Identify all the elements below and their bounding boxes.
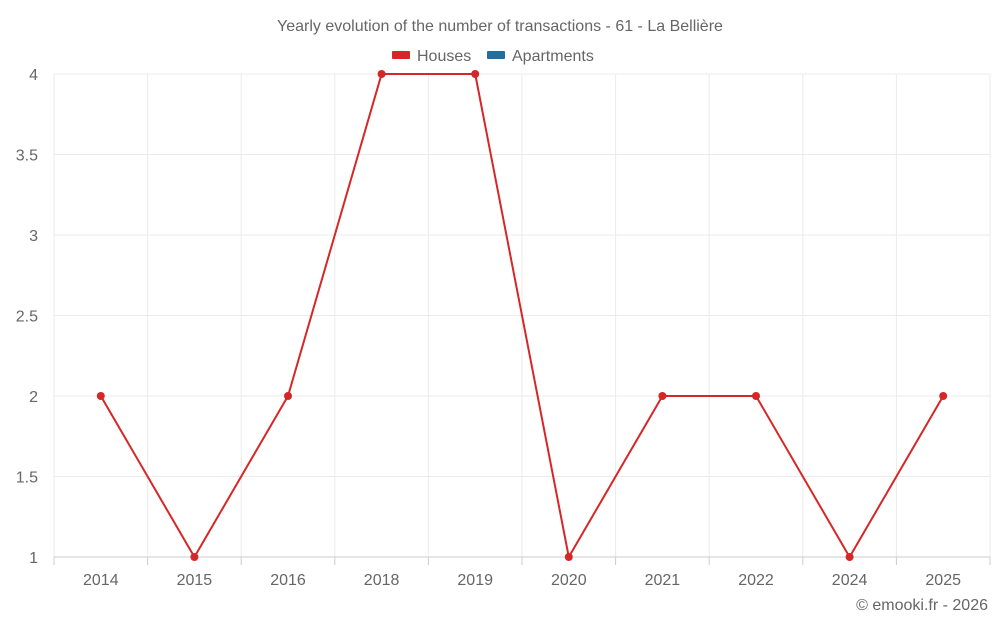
data-point[interactable] [284, 392, 292, 400]
x-tick-label: 2019 [457, 572, 493, 589]
x-tick-label: 2020 [551, 572, 587, 589]
x-tick-label: 2015 [177, 572, 213, 589]
data-point[interactable] [939, 392, 948, 400]
x-tick-label: 2025 [925, 572, 961, 589]
data-point[interactable] [658, 392, 667, 400]
chart-title: Yearly evolution of the number of transa… [277, 18, 723, 35]
y-tick-label: 1.5 [16, 470, 38, 487]
credit-text: © emooki.fr - 2026 [856, 597, 988, 614]
data-point[interactable] [471, 70, 480, 78]
data-point[interactable] [190, 553, 199, 561]
legend-swatch-houses [392, 51, 410, 59]
legend-label-apartments: Apartments [512, 48, 594, 65]
y-tick-label: 3.5 [16, 148, 38, 165]
data-point[interactable] [564, 553, 573, 561]
y-tick-label: 2 [29, 389, 38, 406]
series-line [99, 73, 945, 558]
x-tick-label: 2014 [83, 572, 119, 589]
series-houses [96, 70, 948, 561]
data-point[interactable] [96, 392, 105, 400]
x-tick-label: 2018 [364, 572, 400, 589]
x-tick-label: 2022 [738, 572, 774, 589]
y-tick-label: 4 [29, 67, 38, 84]
y-tick-label: 3 [29, 228, 38, 245]
data-point[interactable] [845, 553, 854, 561]
x-tick-label: 2021 [645, 572, 681, 589]
data-point[interactable] [752, 392, 760, 400]
x-tick-label: 2016 [270, 572, 306, 589]
y-tick-label: 2.5 [16, 309, 38, 326]
legend-swatch-apartments [487, 51, 505, 59]
axes: 1 1.5 2 2.5 3 3.5 4 2014 2015 2016 2018 2019 2020 202… [16, 67, 991, 589]
legend-item-apartments[interactable]: Apartments [487, 48, 594, 65]
legend: Houses Apartments [392, 48, 594, 65]
legend-label-houses: Houses [417, 48, 471, 65]
legend-item-houses[interactable]: Houses [392, 48, 471, 65]
data-point[interactable] [377, 70, 386, 78]
y-tick-label: 1 [29, 550, 38, 567]
x-tick-label: 2024 [832, 572, 868, 589]
